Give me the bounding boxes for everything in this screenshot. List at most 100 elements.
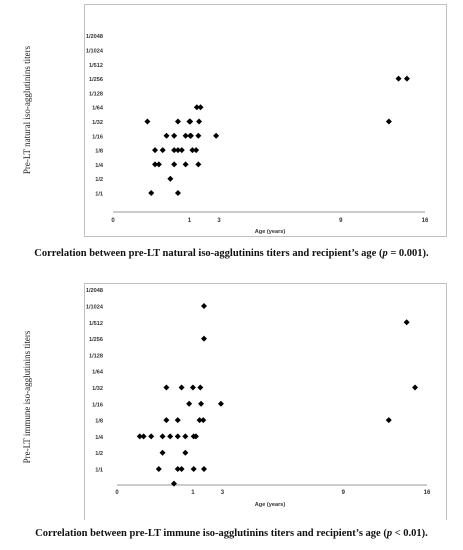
data-point <box>187 132 194 139</box>
data-point <box>403 319 410 326</box>
chart-panel-natural: 1/1 1/2 1/4 1/8 1/16 1/32 1/64 1/128 1/256 1/512 1… <box>0 4 463 259</box>
y-tick-label: 1/128 <box>89 91 103 97</box>
y-tick-label: 1/1 <box>95 192 103 198</box>
y-tick-label: 1/2 <box>95 451 103 457</box>
data-point <box>178 466 185 472</box>
data-point <box>178 147 185 154</box>
y-tick-label: 1/2048 <box>86 34 103 40</box>
data-point <box>182 161 189 168</box>
data-point <box>174 118 181 125</box>
y-tick-label: 1/32 <box>92 386 103 392</box>
y-tick-label: 1/512 <box>89 321 103 327</box>
x-tick-label: 3 <box>217 218 221 224</box>
y-tick-label: 1/64 <box>92 370 104 376</box>
y-tick-label: 1/32 <box>92 120 103 126</box>
data-point <box>195 161 202 168</box>
y-tick-label: 1/512 <box>89 63 103 69</box>
data-point <box>148 190 155 196</box>
y-tick-label: 1/1024 <box>86 305 104 311</box>
caption-text-end: = 0.001). <box>387 248 429 259</box>
data-point <box>178 384 185 391</box>
y-axis-label-text: Pre-LT immune iso-agglutinins titers <box>22 330 32 464</box>
data-point <box>213 132 220 139</box>
data-point <box>155 466 162 472</box>
chart-panel-immune: 1/1 1/2 1/4 1/8 1/16 1/32 1/64 1/128 1/256 1/512 1… <box>0 275 463 550</box>
data-point <box>403 75 410 82</box>
y-tick-label: 1/16 <box>92 402 103 408</box>
caption-text-start: Correlation between pre-LT immune iso-ag… <box>35 528 387 539</box>
data-point <box>140 433 147 440</box>
data-point <box>171 161 178 168</box>
data-point <box>159 433 166 440</box>
data-point <box>200 417 207 424</box>
x-tick-label: 0 <box>111 218 115 224</box>
y-tick-label: 1/64 <box>92 106 104 112</box>
x-tick-label: 0 <box>115 490 119 496</box>
data-point <box>174 466 181 472</box>
data-point <box>163 417 170 424</box>
x-tick-label: 1 <box>188 218 192 224</box>
y-tick-label: 1/1 <box>95 468 103 474</box>
data-point <box>200 303 207 309</box>
data-point <box>193 104 200 111</box>
data-point <box>159 147 166 154</box>
data-point <box>217 400 224 407</box>
x-tick-label: 16 <box>424 490 431 496</box>
data-point <box>412 384 419 391</box>
data-point <box>174 147 181 154</box>
y-tick-label: 1/8 <box>95 149 103 155</box>
caption-p-symbol: p <box>382 248 388 259</box>
data-point <box>193 147 200 154</box>
x-axis-label: Age (years) <box>255 502 286 508</box>
y-tick-label: 1/128 <box>89 353 103 359</box>
y-tick-label: 1/1024 <box>86 49 104 55</box>
y-tick-label: 1/16 <box>92 134 103 140</box>
data-point <box>171 132 178 139</box>
x-tick-label: 9 <box>339 218 343 224</box>
data-point <box>195 132 202 139</box>
data-point <box>155 161 162 168</box>
data-point <box>148 433 155 440</box>
figure-caption: Correlation between pre-LT natural iso-a… <box>0 248 463 259</box>
data-point <box>136 433 143 440</box>
data-point <box>144 118 151 125</box>
y-tick-label: 1/8 <box>95 419 103 425</box>
caption-text-start: Correlation between pre-LT natural iso-a… <box>34 248 383 259</box>
data-point <box>182 433 189 440</box>
caption-text-end: < 0.01). <box>392 528 428 539</box>
data-point <box>152 161 159 168</box>
x-tick-label: 16 <box>422 218 429 224</box>
data-point <box>152 147 159 154</box>
data-point <box>171 147 178 154</box>
x-tick-label: 9 <box>342 490 346 496</box>
data-point <box>167 175 174 182</box>
scatter-plot-immune: 1/1 1/2 1/4 1/8 1/16 1/32 1/64 1/128 1/256 1/512 1… <box>84 283 447 520</box>
data-point <box>174 417 181 424</box>
x-axis-label: Age (years) <box>255 229 286 235</box>
y-tick-label: 1/256 <box>89 337 103 343</box>
data-point <box>197 104 204 111</box>
scatter-plot-natural: 1/1 1/2 1/4 1/8 1/16 1/32 1/64 1/128 1/256 1/512 1… <box>84 4 447 237</box>
y-tick-label: 1/4 <box>95 163 104 169</box>
data-point <box>174 190 181 196</box>
caption-p-symbol: p <box>386 528 393 539</box>
data-point <box>159 449 166 456</box>
y-tick-label: 1/256 <box>89 77 103 83</box>
y-tick-label: 1/2 <box>95 177 103 183</box>
data-point <box>385 417 392 424</box>
data-point <box>163 132 170 139</box>
data-point <box>189 384 196 391</box>
y-tick-label: 1/2048 <box>86 288 103 294</box>
y-tick-label: 1/4 <box>95 435 104 441</box>
data-point <box>182 449 189 456</box>
data-point <box>395 75 402 82</box>
data-point <box>190 466 197 472</box>
plot-frame <box>84 4 447 237</box>
data-point <box>189 147 196 154</box>
data-point <box>197 384 204 391</box>
figure-caption: Correlation between pre-LT immune iso-ag… <box>0 528 463 539</box>
data-point <box>196 118 203 125</box>
data-point <box>192 433 199 440</box>
y-axis-label-text: Pre-LT natural iso-agglutinins titers <box>22 45 32 175</box>
data-point <box>182 132 189 139</box>
